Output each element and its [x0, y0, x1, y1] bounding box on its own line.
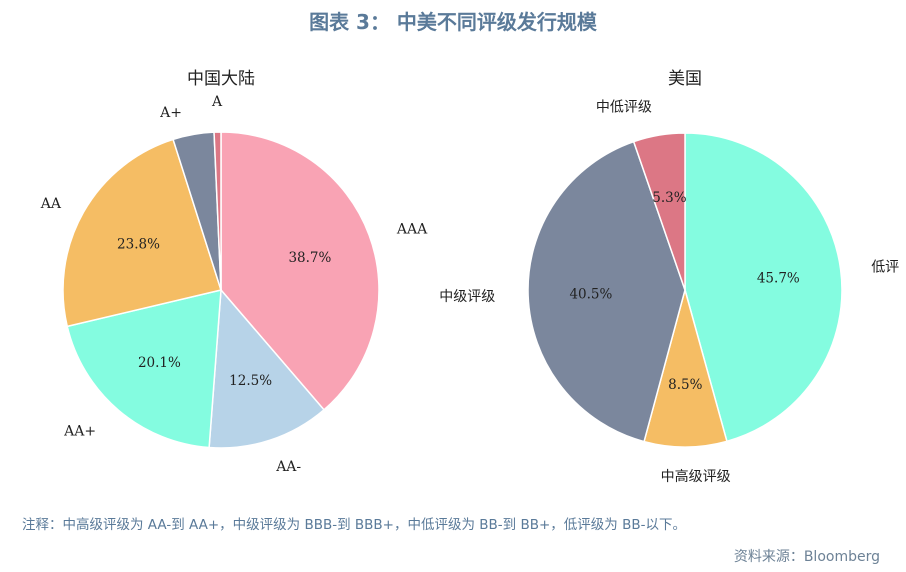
- pie-slice: [632, 132, 686, 291]
- pie-slice: [208, 288, 326, 449]
- pie-slice: [684, 132, 843, 443]
- pie-slice: [643, 287, 728, 448]
- slice-label: 中低评级: [596, 100, 652, 116]
- footnote: 注释：中高级评级为 AA-到 AA+，中级评级为 BBB-到 BBB+，中低评级…: [22, 517, 686, 533]
- pie-title: 中国大陆: [187, 69, 255, 89]
- slice-label: 中高级评级: [661, 468, 731, 485]
- pie-slice: [527, 140, 686, 443]
- slice-percent-label: 20.1%: [138, 355, 181, 371]
- slice-percent-label: 38.7%: [288, 250, 331, 266]
- slice-label: AA: [40, 196, 62, 212]
- slice-label: AAA: [396, 222, 428, 238]
- slice-percent-label: 23.8%: [117, 236, 160, 252]
- slice-percent-label: 5.3%: [652, 190, 686, 206]
- slice-label: 低评: [871, 259, 899, 275]
- slice-percent-label: 40.5%: [569, 286, 612, 302]
- slice-label: A+: [159, 105, 182, 121]
- slice-label: 中级评级: [439, 289, 495, 305]
- pie-slice: [220, 131, 380, 411]
- source-credit: 资料来源：Bloomberg: [733, 549, 880, 565]
- slice-percent-label: 12.5%: [229, 373, 272, 389]
- figure-title: 图表 3： 中美不同评级发行规模: [309, 10, 597, 34]
- slice-percent-label: 45.7%: [757, 270, 800, 286]
- slice-label: A: [211, 94, 223, 110]
- pie-slice: [213, 131, 222, 291]
- pie-slice: [62, 138, 222, 328]
- slice-label: AA-: [275, 459, 301, 475]
- pie-slice: [66, 289, 222, 449]
- slice-label: AA+: [63, 424, 96, 440]
- slice-percent-label: 8.5%: [668, 377, 702, 393]
- pie-title: 美国: [668, 69, 702, 89]
- pie-china: 中国大陆 AAA 38.7% AA- 12.5% AA+ 20.1% AA 23.8% A+ A: [40, 69, 428, 475]
